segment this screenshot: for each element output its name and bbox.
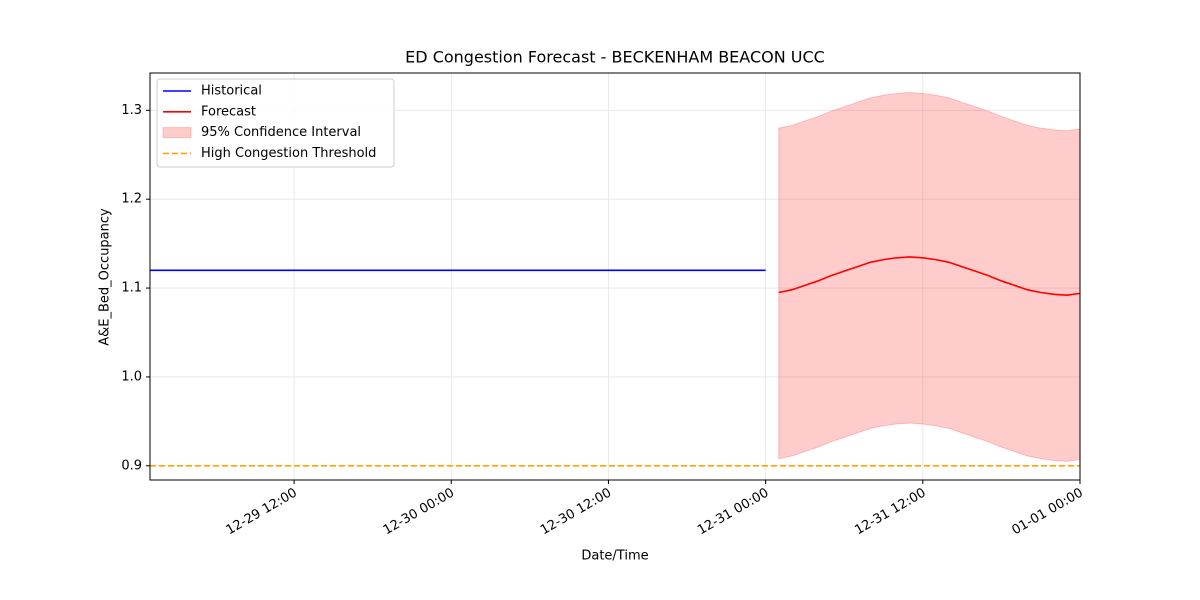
legend-label: Forecast — [201, 104, 256, 119]
y-tick-label: 1.0 — [121, 369, 142, 384]
y-tick-label: 1.2 — [121, 192, 142, 207]
series-line — [778, 256, 1081, 296]
x-axis-label: Date/Time — [581, 549, 648, 564]
legend-swatch — [162, 127, 192, 139]
y-tick-label: 1.3 — [121, 103, 142, 118]
legend-label: High Congestion Threshold — [201, 146, 376, 161]
plot-frame — [149, 72, 1081, 481]
legend: Historical Forecast 95% Confidence Interva… — [156, 78, 395, 168]
y-tick-label: 0.9 — [121, 458, 142, 473]
confidence-band — [778, 92, 1081, 462]
legend-label: 95% Confidence Interval — [201, 125, 361, 140]
y-tick-label: 1.1 — [121, 281, 142, 296]
y-axis-label: A&E_Bed_Occupancy — [98, 208, 113, 346]
legend-box — [156, 78, 395, 168]
legend-label: Historical — [201, 84, 262, 99]
chart-title: ED Congestion Forecast - BECKENHAM BEACO… — [405, 48, 825, 67]
